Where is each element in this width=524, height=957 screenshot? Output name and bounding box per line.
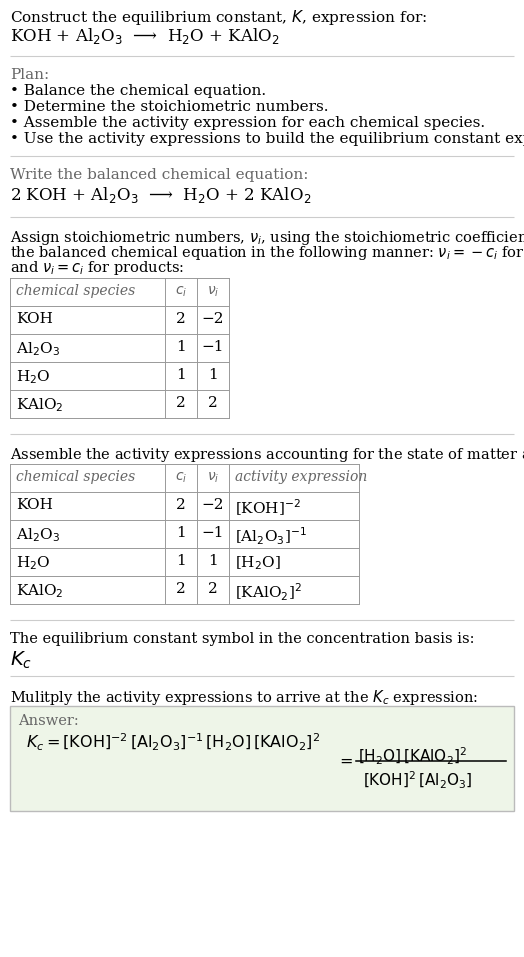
Text: 1: 1 (176, 526, 186, 540)
Text: Al$_2$O$_3$: Al$_2$O$_3$ (16, 526, 60, 544)
Text: [KOH]$^{-2}$: [KOH]$^{-2}$ (235, 498, 301, 519)
Text: 1: 1 (208, 554, 218, 568)
Text: 1: 1 (208, 368, 218, 382)
Text: $c_i$: $c_i$ (175, 285, 187, 300)
Text: • Determine the stoichiometric numbers.: • Determine the stoichiometric numbers. (10, 100, 329, 114)
Text: 2 KOH + Al$_2$O$_3$  ⟶  H$_2$O + 2 KAlO$_2$: 2 KOH + Al$_2$O$_3$ ⟶ H$_2$O + 2 KAlO$_2… (10, 185, 311, 205)
Text: Answer:: Answer: (18, 714, 79, 728)
Text: Write the balanced chemical equation:: Write the balanced chemical equation: (10, 168, 309, 182)
Text: KAlO$_2$: KAlO$_2$ (16, 582, 63, 600)
Text: Assemble the activity expressions accounting for the state of matter and $\nu_i$: Assemble the activity expressions accoun… (10, 446, 524, 464)
Text: the balanced chemical equation in the following manner: $\nu_i = -c_i$ for react: the balanced chemical equation in the fo… (10, 244, 524, 262)
Text: Mulitply the activity expressions to arrive at the $K_c$ expression:: Mulitply the activity expressions to arr… (10, 688, 478, 707)
Text: KAlO$_2$: KAlO$_2$ (16, 396, 63, 413)
Text: −2: −2 (202, 498, 224, 512)
Text: KOH: KOH (16, 312, 53, 326)
Text: $K_c = \mathrm{[KOH]^{-2}\,[Al_2O_3]^{-1}\,[H_2O]\,[KAlO_2]^2}$: $K_c = \mathrm{[KOH]^{-2}\,[Al_2O_3]^{-1… (26, 732, 320, 753)
Text: $K_c$: $K_c$ (10, 650, 32, 671)
Text: Assign stoichiometric numbers, $\nu_i$, using the stoichiometric coefficients, $: Assign stoichiometric numbers, $\nu_i$, … (10, 229, 524, 247)
FancyBboxPatch shape (10, 706, 514, 811)
Text: −2: −2 (202, 312, 224, 326)
Text: H$_2$O: H$_2$O (16, 368, 50, 386)
Text: [Al$_2$O$_3$]$^{-1}$: [Al$_2$O$_3$]$^{-1}$ (235, 526, 307, 547)
Text: Al$_2$O$_3$: Al$_2$O$_3$ (16, 340, 60, 358)
Text: and $\nu_i = c_i$ for products:: and $\nu_i = c_i$ for products: (10, 259, 184, 277)
Text: 2: 2 (208, 396, 218, 410)
Text: • Balance the chemical equation.: • Balance the chemical equation. (10, 84, 266, 98)
Text: [KAlO$_2$]$^{2}$: [KAlO$_2$]$^{2}$ (235, 582, 302, 604)
Text: The equilibrium constant symbol in the concentration basis is:: The equilibrium constant symbol in the c… (10, 632, 475, 646)
Text: −1: −1 (202, 526, 224, 540)
Text: 1: 1 (176, 368, 186, 382)
Text: chemical species: chemical species (16, 284, 135, 298)
Text: 2: 2 (208, 582, 218, 596)
Text: $\mathrm{[H_2O]\,[KAlO_2]^2}$: $\mathrm{[H_2O]\,[KAlO_2]^2}$ (358, 746, 467, 768)
Text: KOH: KOH (16, 498, 53, 512)
Text: activity expression: activity expression (235, 470, 367, 484)
Text: • Use the activity expressions to build the equilibrium constant expression.: • Use the activity expressions to build … (10, 132, 524, 146)
Text: 1: 1 (176, 554, 186, 568)
Text: • Assemble the activity expression for each chemical species.: • Assemble the activity expression for e… (10, 116, 485, 130)
Text: $=$: $=$ (336, 751, 353, 768)
Text: 2: 2 (176, 396, 186, 410)
Text: 1: 1 (176, 340, 186, 354)
Text: 2: 2 (176, 582, 186, 596)
Text: H$_2$O: H$_2$O (16, 554, 50, 571)
Text: 2: 2 (176, 498, 186, 512)
Text: $\mathrm{[KOH]^2\,[Al_2O_3]}$: $\mathrm{[KOH]^2\,[Al_2O_3]}$ (363, 770, 472, 791)
Text: 2: 2 (176, 312, 186, 326)
Text: −1: −1 (202, 340, 224, 354)
Text: KOH + Al$_2$O$_3$  ⟶  H$_2$O + KAlO$_2$: KOH + Al$_2$O$_3$ ⟶ H$_2$O + KAlO$_2$ (10, 26, 280, 46)
Text: $c_i$: $c_i$ (175, 471, 187, 485)
Text: [H$_2$O]: [H$_2$O] (235, 554, 281, 571)
Text: Plan:: Plan: (10, 68, 49, 82)
Text: chemical species: chemical species (16, 470, 135, 484)
Text: $\nu_i$: $\nu_i$ (207, 285, 219, 300)
Text: Construct the equilibrium constant, $K$, expression for:: Construct the equilibrium constant, $K$,… (10, 8, 427, 27)
Text: $\nu_i$: $\nu_i$ (207, 471, 219, 485)
